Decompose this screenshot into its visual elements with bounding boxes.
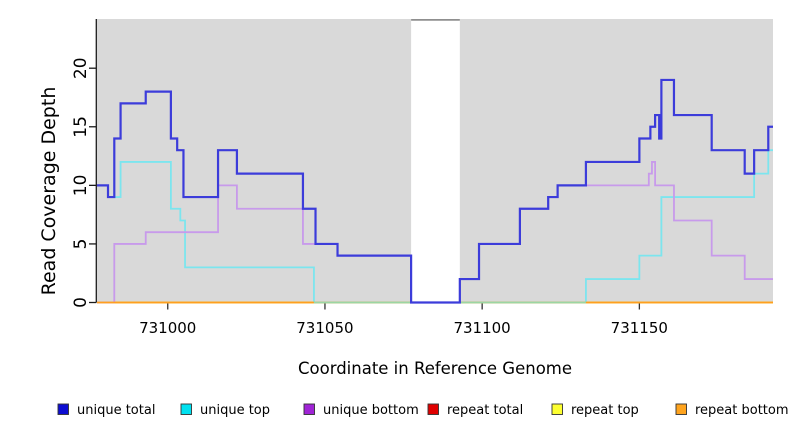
x-axis-title: Coordinate in Reference Genome — [298, 359, 572, 378]
y-tick-label-10: 10 — [71, 175, 91, 197]
x-tick-label-731150: 731150 — [611, 319, 668, 337]
coverage-gap-region — [411, 19, 460, 303]
legend-swatch-repeat-bottom — [675, 403, 687, 415]
legend-label-repeat-bottom: repeat bottom — [695, 403, 789, 418]
x-tick-label-731000: 731000 — [139, 319, 196, 337]
y-axis-title: Read Coverage Depth — [38, 87, 60, 296]
y-tick-label-15: 15 — [71, 116, 91, 138]
legend-label-unique-total: unique total — [77, 403, 155, 418]
x-tick-label-731100: 731100 — [453, 319, 510, 337]
legend-swatch-repeat-total — [427, 403, 439, 415]
legend-label-unique-bottom: unique bottom — [323, 403, 419, 418]
legend-label-repeat-total: repeat total — [447, 403, 523, 418]
y-tick-label-5: 5 — [71, 239, 91, 250]
series-unique-total — [97, 78, 773, 304]
series-unique-top — [97, 149, 773, 304]
y-tick-label-20: 20 — [71, 57, 91, 79]
legend-swatch-unique-total — [57, 403, 69, 415]
plot-layer — [89, 18, 773, 310]
legend-label-repeat-top: repeat top — [571, 403, 639, 418]
legend-swatch-unique-top — [180, 403, 192, 415]
legend-swatch-repeat-top — [551, 403, 563, 415]
x-tick-label-731050: 731050 — [296, 319, 353, 337]
y-tick-label-0: 0 — [71, 297, 91, 308]
legend-label-unique-top: unique top — [200, 403, 270, 418]
legend: unique total unique top unique bottom re… — [57, 403, 789, 418]
legend-swatch-unique-bottom — [303, 403, 315, 415]
